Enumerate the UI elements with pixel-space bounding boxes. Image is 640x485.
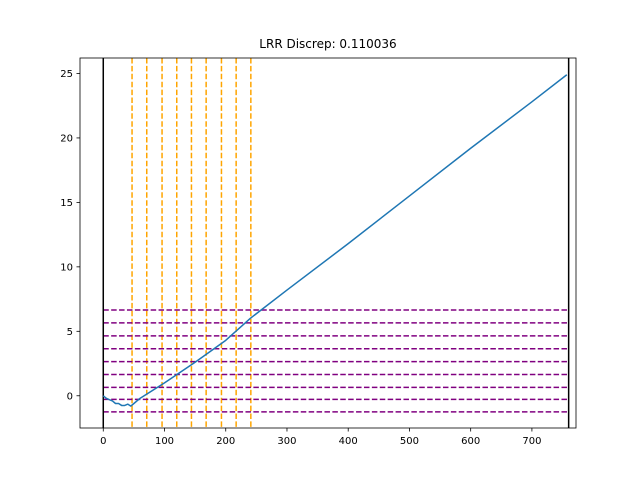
- y-tick-label: 15: [60, 198, 73, 209]
- y-tick-label: 10: [60, 262, 73, 273]
- y-axis: 0 5 10 15 20 25: [60, 69, 80, 402]
- x-tick-label: 500: [400, 436, 419, 447]
- x-tick-label: 400: [339, 436, 358, 447]
- x-tick-label: 700: [522, 436, 541, 447]
- y-tick-label: 0: [67, 391, 73, 402]
- series-line-0: [102, 74, 568, 407]
- x-tick-label: 600: [461, 436, 480, 447]
- y-tick-label: 20: [60, 133, 73, 144]
- axes-frame: [79, 57, 577, 429]
- x-axis: 0 100 200 300 400 500 600 700: [100, 428, 541, 447]
- y-tick-label: 5: [67, 327, 73, 338]
- x-tick-label: 100: [155, 436, 174, 447]
- x-tick-label: 200: [216, 436, 235, 447]
- plot-content: [102, 58, 570, 428]
- x-tick-label: 300: [277, 436, 296, 447]
- y-tick-label: 25: [60, 69, 73, 80]
- chart-title: LRR Discrep: 0.110036: [259, 37, 396, 51]
- x-tick-label: 0: [100, 436, 106, 447]
